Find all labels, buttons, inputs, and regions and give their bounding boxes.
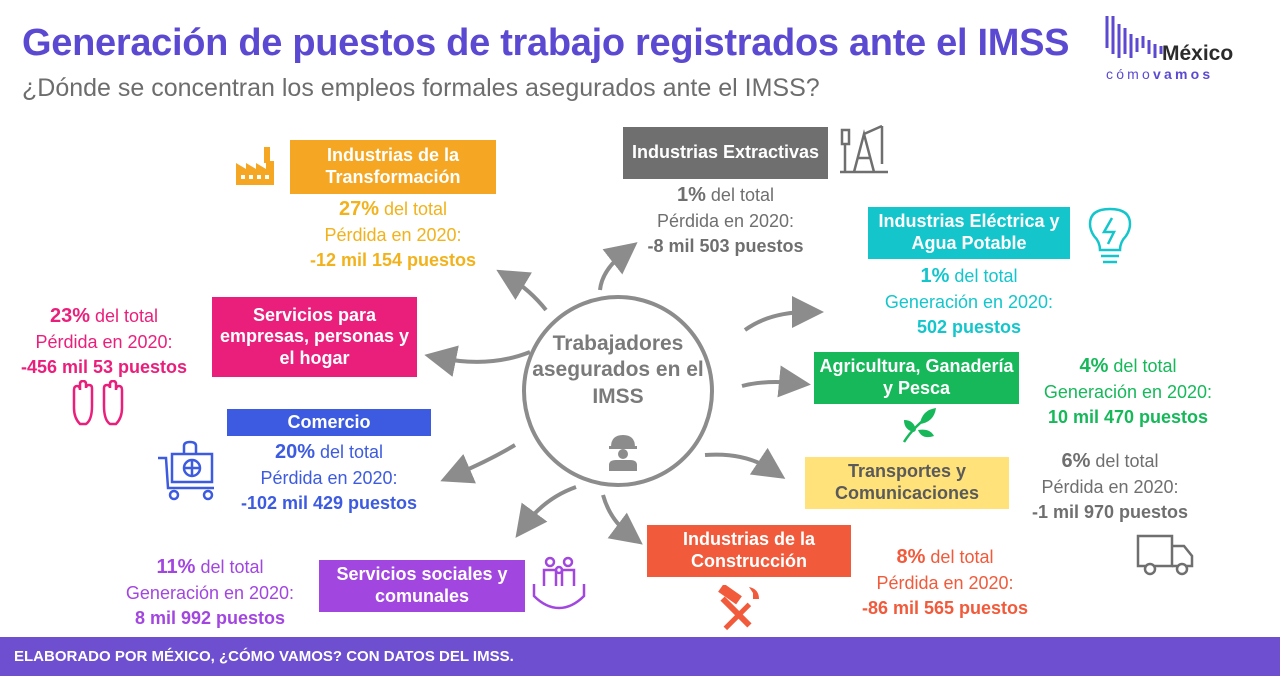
kind-label: Pérdida en 2020: [324, 225, 462, 245]
sector-stats-electrica: 1% del total Generación en 2020: 502 pue… [868, 262, 1070, 340]
pct-suffix: del total [314, 442, 384, 462]
truck-icon [1136, 534, 1194, 576]
hands-icon [72, 380, 124, 426]
kind-label: Pérdida en 2020: [35, 332, 173, 352]
kind-label: Generación en 2020: [884, 292, 1054, 312]
sector-box-sociales: Servicios sociales y comunales [319, 560, 525, 612]
pct-value: 4% [1079, 355, 1109, 377]
pct-value: 23% [49, 305, 90, 327]
logo-word-vamos: vamos [1153, 66, 1214, 82]
amount-value: -12 mil 154 puestos [309, 250, 477, 271]
pct-line: 4% del total [1030, 352, 1226, 380]
footer-bar: ELABORADO POR MÉXICO, ¿CÓMO VAMOS? CON D… [0, 637, 1280, 676]
sector-stats-extractivas: 1% del total Pérdida en 2020: -8 mil 503… [623, 181, 828, 259]
pct-suffix: del total [705, 185, 774, 205]
page-title: Generación de puestos de trabajo registr… [22, 22, 1070, 64]
sector-box-transportes: Transportes y Comunicaciones [805, 457, 1009, 509]
kind-label: Pérdida en 2020: [656, 211, 795, 231]
kind-label: Generación en 2020: [125, 583, 295, 603]
pct-suffix: del total [1108, 356, 1177, 376]
pct-value: 8% [896, 546, 926, 568]
pct-line: 20% del total [227, 438, 431, 466]
pct-line: 1% del total [623, 181, 828, 209]
lightbulb-icon [1088, 207, 1132, 264]
pct-suffix: del total [195, 557, 264, 577]
factory-icon [236, 147, 274, 185]
pct-line: 27% del total [290, 195, 496, 223]
pct-suffix: del total [89, 306, 159, 326]
sector-stats-comercio: 20% del total Pérdida en 2020: -102 mil … [227, 438, 431, 516]
sector-stats-agricultura: 4% del total Generación en 2020: 10 mil … [1030, 352, 1226, 430]
kind-label: Generación en 2020: [1043, 382, 1213, 402]
logo-bars-icon [1105, 16, 1163, 58]
logo-word-mexico: México [1162, 42, 1234, 65]
logo-word-como-vamos: cómovamos [1106, 66, 1213, 82]
amount-value: -456 mil 53 puestos [20, 357, 188, 378]
plant-icon [902, 408, 936, 443]
sector-box-extractivas: Industrias Extractivas [623, 127, 828, 179]
pct-line: 23% del total [4, 302, 204, 330]
footer-credit: ELABORADO POR MÉXICO, ¿CÓMO VAMOS? CON D… [14, 648, 514, 665]
pct-value: 1% [677, 184, 706, 206]
pct-suffix: del total [378, 199, 448, 219]
pct-value: 20% [274, 441, 315, 463]
pct-value: 1% [920, 265, 950, 287]
amount-value: -1 mil 970 puestos [1031, 502, 1189, 523]
amount-value: 10 mil 470 puestos [1047, 407, 1209, 428]
amount-value: -86 mil 565 puestos [861, 598, 1029, 619]
amount-value: 8 mil 992 puestos [134, 608, 286, 629]
pct-line: 6% del total [1015, 447, 1205, 475]
sector-stats-sociales: 11% del total Generación en 2020: 8 mil … [110, 553, 310, 631]
logo-word-como: cómo [1106, 66, 1154, 82]
oil-pump-icon [840, 124, 888, 174]
shopping-cart-icon [158, 440, 214, 501]
sector-stats-transformacion: 27% del total Pérdida en 2020: -12 mil 1… [290, 195, 496, 273]
sector-box-servicios-empresas: Servicios para empresas, personas y el h… [212, 297, 417, 377]
sector-box-electrica: Industrias Eléctrica y Agua Potable [868, 207, 1070, 259]
center-label: Trabajadores asegurados en el IMSS [532, 332, 704, 408]
sector-box-comercio: Comercio [227, 409, 431, 436]
pct-line: 1% del total [868, 262, 1070, 290]
kind-label: Pérdida en 2020: [876, 573, 1014, 593]
amount-value: 502 puestos [916, 317, 1022, 338]
sector-stats-construccion: 8% del total Pérdida en 2020: -86 mil 56… [850, 543, 1040, 621]
sector-stats-servicios-empresas: 23% del total Pérdida en 2020: -456 mil … [4, 302, 204, 380]
sector-box-construccion: Industrias de la Construcción [647, 525, 851, 577]
kind-label: Pérdida en 2020: [260, 468, 398, 488]
sector-box-transformacion: Industrias de la Transformación [290, 140, 496, 194]
amount-value: -8 mil 503 puestos [647, 236, 804, 257]
pct-suffix: del total [1090, 451, 1159, 471]
pct-value: 6% [1061, 450, 1091, 472]
sector-stats-transportes: 6% del total Pérdida en 2020: -1 mil 970… [1015, 447, 1205, 525]
kind-label: Pérdida en 2020: [1041, 477, 1179, 497]
mexico-como-vamos-logo: México cómovamos [1100, 12, 1260, 84]
pct-suffix: del total [925, 547, 994, 567]
amount-value: -102 mil 429 puestos [240, 493, 418, 514]
pct-value: 11% [156, 556, 196, 578]
tools-icon [718, 585, 759, 631]
pct-value: 27% [338, 198, 379, 220]
center-circle: Trabajadores asegurados en el IMSS [522, 295, 714, 487]
family-care-icon [532, 556, 586, 610]
page-subtitle: ¿Dónde se concentran los empleos formale… [22, 74, 820, 102]
worker-icon [609, 435, 637, 471]
pct-line: 11% del total [110, 553, 310, 581]
sector-box-agricultura: Agricultura, Ganadería y Pesca [814, 352, 1019, 404]
pct-suffix: del total [949, 266, 1018, 286]
pct-line: 8% del total [850, 543, 1040, 571]
